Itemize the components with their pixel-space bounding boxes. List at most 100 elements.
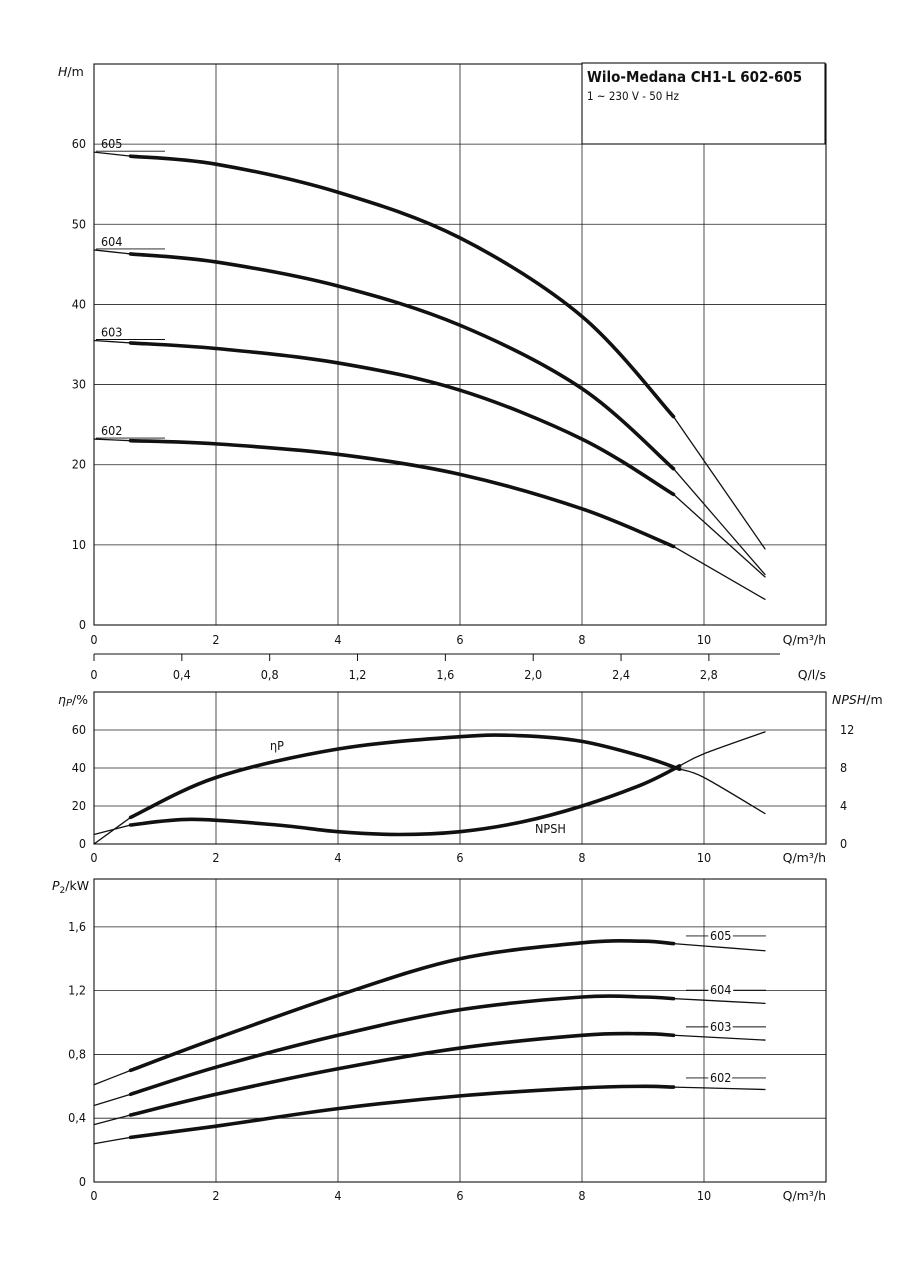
head-curve-604 (93, 249, 132, 255)
y-right-tick-label: 0 (840, 836, 847, 851)
power-chart: 0 0,4 0,8 1,2 1,6 0 2 4 6 8 10 Q/m³/h P2/kW 605 604 603… (52, 878, 827, 1203)
power-curve-604 (93, 1093, 132, 1107)
x-tick-label: 10 (697, 632, 711, 647)
efficiency-npsh-chart: 0 20 40 60 0 4 8 12 0 2 4 6 8 10 Q/m³/h ηP/% NPSH/m ηP NPS… (58, 691, 883, 865)
chart-title: Wilo-Medana CH1-L 602-605 (587, 68, 802, 86)
x-tick-label: 6 (456, 850, 463, 865)
y-tick-label: 1,2 (68, 983, 86, 998)
y-tick-label: 0 (79, 1174, 86, 1189)
power-curve-603 (93, 1114, 132, 1126)
head-curve-603 (93, 339, 132, 344)
efficiency-curve (128, 733, 682, 820)
power-curve-602 (93, 1136, 132, 1145)
x-tick-label: 8 (578, 632, 585, 647)
power-curve-604 (672, 997, 766, 1005)
x-tick-label: 2 (212, 632, 219, 647)
x-tick-label: 8 (578, 850, 585, 865)
y-right-axis-label: NPSH/m (832, 692, 883, 707)
head-curve-604 (672, 468, 766, 576)
y-tick-label: 10 (72, 537, 86, 552)
head-curve-605 (672, 415, 766, 550)
efficiency-label: ηP (270, 738, 284, 753)
secondary-tick-label: 2,8 (700, 667, 718, 682)
power-curve-605 (128, 939, 676, 1073)
curve-label-604: 604 (710, 982, 731, 997)
x-axis-label: Q/m³/h (783, 1188, 826, 1203)
secondary-tick-label: 0,4 (173, 667, 191, 682)
head-curve-604 (128, 252, 676, 471)
power-curve-605 (93, 1069, 132, 1086)
power-curve-602 (672, 1086, 766, 1091)
head-curve-603 (128, 341, 676, 497)
y-axis-label: H/m (58, 64, 84, 79)
secondary-tick-label: 1,2 (349, 667, 367, 682)
y-right-tick-label: 4 (840, 798, 847, 813)
x-tick-label: 0 (90, 632, 97, 647)
y-tick-label: 50 (72, 216, 86, 231)
secondary-axis-label: Q/l/s (798, 667, 826, 682)
x-axis-label: Q/m³/h (783, 850, 826, 865)
npsh-curve (128, 764, 682, 837)
plot-frame (93, 691, 827, 845)
secondary-tick-label: 2,4 (612, 667, 630, 682)
power-curve-605 (672, 942, 766, 952)
x-tick-label: 4 (334, 850, 341, 865)
y-tick-label: 30 (72, 377, 86, 392)
y-tick-label: 40 (72, 296, 86, 311)
y-tick-label: 1,6 (68, 919, 86, 934)
secondary-tick-label: 1,6 (436, 667, 454, 682)
plot-frame (93, 878, 827, 1183)
head-curve-602 (93, 438, 132, 442)
plot-frame (93, 63, 827, 626)
x-tick-label: 4 (334, 632, 341, 647)
x-tick-label: 8 (578, 1188, 585, 1203)
x-tick-label: 6 (456, 632, 463, 647)
x-tick-label: 4 (334, 1188, 341, 1203)
head-curve-602 (672, 545, 766, 600)
head-chart: 0 10 20 30 40 50 60 0 2 4 6 8 10 Q/m³/h H/m 0 0,4 0,8 1,2 1… (58, 63, 827, 682)
power-curve-604 (128, 994, 676, 1097)
y-tick-label: 0 (79, 617, 86, 632)
power-curve-603 (128, 1031, 676, 1117)
x-tick-label: 10 (697, 850, 711, 865)
secondary-tick-label: 0 (90, 667, 97, 682)
secondary-tick-label: 2,0 (524, 667, 542, 682)
head-curve-605 (93, 151, 132, 157)
curve-label-605: 605 (710, 928, 731, 943)
y-axis-label: P2/kW (52, 878, 89, 896)
head-curve-603 (672, 493, 766, 578)
x-tick-label: 0 (90, 850, 97, 865)
y-tick-label: 60 (72, 722, 86, 737)
curve-label-603: 603 (101, 324, 122, 339)
head-curve-602 (128, 438, 676, 549)
y-tick-label: 20 (72, 457, 86, 472)
x-tick-label: 6 (456, 1188, 463, 1203)
curve-label-605: 605 (101, 136, 122, 151)
efficiency-curve (93, 816, 132, 845)
head-curve-605 (128, 154, 676, 419)
x-tick-label: 2 (212, 1188, 219, 1203)
power-curve-603 (672, 1034, 766, 1041)
title-box: Wilo-Medana CH1-L 602-605 1 ~ 230 V - 50… (581, 62, 826, 145)
npsh-label: NPSH (535, 821, 566, 836)
curve-label-603: 603 (710, 1019, 731, 1034)
power-curve-602 (128, 1084, 676, 1140)
curve-label-602: 602 (710, 1070, 731, 1085)
y-right-tick-label: 12 (840, 722, 854, 737)
curve-label-604: 604 (101, 234, 122, 249)
x-axis-label: Q/m³/h (783, 632, 826, 647)
y-tick-label: 0,8 (68, 1046, 86, 1061)
y-tick-label: 60 (72, 136, 86, 151)
y-right-tick-label: 8 (840, 760, 847, 775)
curve-label-602: 602 (101, 423, 122, 438)
npsh-curve (678, 731, 766, 767)
efficiency-curve (678, 768, 766, 815)
x-tick-label: 0 (90, 1188, 97, 1203)
y-axis-label: ηP/% (58, 692, 88, 709)
y-tick-label: 0,4 (68, 1110, 86, 1125)
secondary-tick-label: 0,8 (261, 667, 279, 682)
y-tick-label: 0 (79, 836, 86, 851)
npsh-curve (93, 824, 132, 836)
x-tick-label: 10 (697, 1188, 711, 1203)
